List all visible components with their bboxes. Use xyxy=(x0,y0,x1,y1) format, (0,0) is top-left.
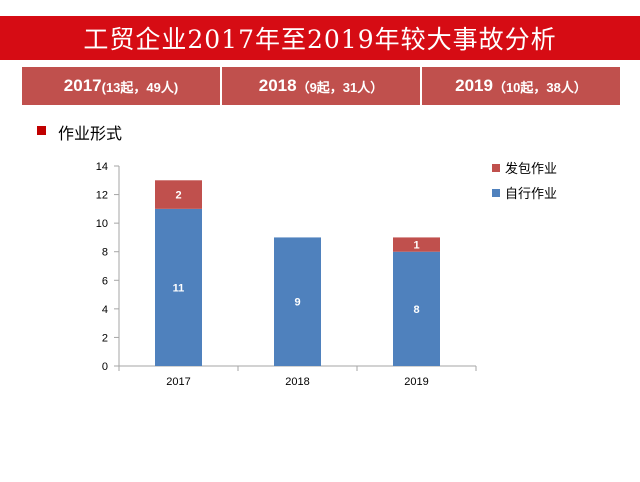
section-bullet-icon xyxy=(37,126,46,135)
page-title: 工贸企业2017年至2019年较大事故分析 xyxy=(83,25,557,54)
year-cell-2019: 2019 （10起，38人） xyxy=(422,67,620,105)
bar-segment xyxy=(274,237,321,366)
year-label: 2019 xyxy=(455,76,493,95)
y-tick-label: 8 xyxy=(102,247,108,259)
bar-segment xyxy=(393,251,440,366)
x-tick-label: 2019 xyxy=(404,376,428,388)
y-tick-label: 4 xyxy=(102,304,108,316)
y-tick-label: 2 xyxy=(102,332,108,344)
legend-swatch xyxy=(492,189,500,197)
bar-data-label: 8 xyxy=(413,304,419,316)
year-detail: （9起，31人） xyxy=(296,79,384,95)
bar-segment xyxy=(393,237,440,252)
y-tick-label: 14 xyxy=(96,161,108,173)
bar-data-label: 9 xyxy=(294,297,300,309)
year-detail: (13起，49人) xyxy=(101,79,179,95)
bar-segment xyxy=(155,180,202,209)
year-label: 2018 xyxy=(258,76,297,95)
year-summary-row: 2017 (13起，49人) 2018 （9起，31人） 2019 （10起，3… xyxy=(22,67,620,105)
y-tick-label: 0 xyxy=(102,361,108,373)
bar-segment xyxy=(155,208,202,366)
bar-data-label: 1 xyxy=(413,240,419,252)
bar-data-label: 11 xyxy=(173,282,185,294)
legend-swatch xyxy=(492,164,500,172)
year-cell-2018: 2018 （9起，31人） xyxy=(222,67,420,105)
y-tick-label: 10 xyxy=(96,218,108,230)
year-detail: （10起，38人） xyxy=(492,79,587,95)
x-tick-label: 2018 xyxy=(285,376,309,388)
y-tick-label: 12 xyxy=(96,190,108,202)
section-title: 作业形式 xyxy=(58,124,123,143)
bar-data-label: 2 xyxy=(175,190,181,202)
legend-label: 发包作业 xyxy=(505,161,557,177)
title-banner: 工贸企业2017年至2019年较大事故分析 xyxy=(0,16,640,60)
x-tick-label: 2017 xyxy=(166,376,190,388)
year-label: 2017 xyxy=(63,76,102,95)
legend-label: 自行作业 xyxy=(505,187,557,202)
y-tick-label: 6 xyxy=(102,275,108,287)
year-cell-2017: 2017 (13起，49人) xyxy=(22,67,220,105)
